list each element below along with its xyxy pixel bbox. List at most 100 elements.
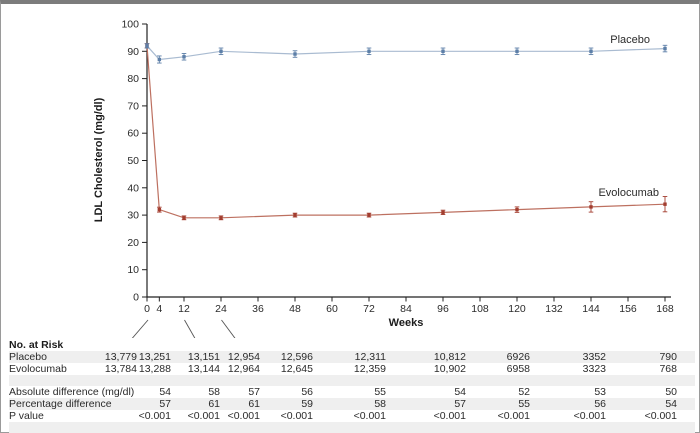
cell: 54 bbox=[159, 386, 171, 398]
placebo-series: Placebo bbox=[144, 34, 668, 64]
svg-text:24: 24 bbox=[215, 303, 227, 315]
cell: 13,784 bbox=[104, 363, 137, 375]
cell: 57 bbox=[137, 398, 171, 410]
risk-table-title-row: No. at Risk bbox=[9, 338, 695, 351]
table-row-absolute-difference: Absolute difference (mg/dl) 54 58 57 56 … bbox=[9, 386, 695, 398]
data-point bbox=[515, 49, 519, 53]
row-label: Placebo bbox=[9, 351, 96, 363]
cell: 59 bbox=[260, 398, 313, 410]
svg-text:156: 156 bbox=[619, 303, 637, 315]
spacer-row bbox=[9, 375, 696, 386]
cell: 57 bbox=[248, 386, 260, 398]
cell: 13,779 bbox=[96, 351, 137, 363]
svg-text:108: 108 bbox=[471, 303, 489, 315]
data-point bbox=[182, 216, 186, 220]
table-callout-lines bbox=[131, 319, 236, 338]
cell: 3323 bbox=[582, 363, 606, 375]
data-point bbox=[145, 44, 149, 48]
spacer-row bbox=[9, 422, 696, 433]
svg-text:40: 40 bbox=[127, 182, 139, 194]
cell: <0.001 bbox=[644, 410, 677, 422]
cell: 58 bbox=[208, 386, 220, 398]
cell: 790 bbox=[606, 351, 677, 363]
data-point bbox=[663, 46, 667, 51]
svg-text:120: 120 bbox=[508, 303, 526, 315]
cell: 12,645 bbox=[280, 363, 313, 375]
cell: 53 bbox=[594, 386, 606, 398]
svg-text:12: 12 bbox=[178, 303, 190, 315]
svg-text:84: 84 bbox=[400, 303, 412, 315]
svg-text:144: 144 bbox=[582, 303, 600, 315]
risk-table-title: No. at Risk bbox=[9, 338, 64, 351]
svg-text:48: 48 bbox=[289, 303, 301, 315]
cell: <0.001 bbox=[433, 410, 466, 422]
cell: 10,812 bbox=[386, 351, 466, 363]
cell-pad bbox=[677, 351, 696, 363]
svg-text:60: 60 bbox=[326, 303, 338, 315]
data-point bbox=[293, 52, 297, 56]
cell: <0.001 bbox=[138, 410, 171, 422]
cell: 56 bbox=[530, 398, 606, 410]
cell: 10,902 bbox=[433, 363, 466, 375]
cell: 55 bbox=[466, 398, 530, 410]
cell: 57 bbox=[386, 398, 466, 410]
svg-text:96: 96 bbox=[437, 303, 449, 315]
cell: 56 bbox=[301, 386, 313, 398]
cell: 6926 bbox=[466, 351, 530, 363]
svg-text:0: 0 bbox=[133, 292, 139, 304]
cell: 61 bbox=[171, 398, 220, 410]
svg-text:70: 70 bbox=[127, 100, 139, 112]
cell: 54 bbox=[606, 398, 677, 410]
data-point bbox=[219, 216, 223, 220]
row-label: P value bbox=[9, 410, 44, 422]
data-point bbox=[441, 49, 445, 53]
cell: <0.001 bbox=[187, 410, 220, 422]
svg-text:100: 100 bbox=[121, 19, 139, 31]
svg-text:4: 4 bbox=[156, 303, 162, 315]
svg-text:72: 72 bbox=[363, 303, 375, 315]
cell-pad bbox=[677, 386, 695, 398]
data-point bbox=[663, 202, 667, 206]
cell bbox=[96, 398, 137, 410]
cell: 3352 bbox=[530, 351, 606, 363]
cell: 12,596 bbox=[260, 351, 313, 363]
cell: 13,151 bbox=[171, 351, 220, 363]
cell: <0.001 bbox=[353, 410, 386, 422]
data-point bbox=[367, 213, 371, 217]
cell: 55 bbox=[374, 386, 386, 398]
cell: 13,144 bbox=[187, 363, 220, 375]
cell-pad bbox=[677, 363, 695, 375]
svg-text:0: 0 bbox=[144, 303, 150, 315]
data-point bbox=[589, 205, 593, 209]
svg-text:168: 168 bbox=[656, 303, 674, 315]
data-point bbox=[441, 210, 445, 215]
row-label: Evolocumab bbox=[9, 363, 67, 375]
cell: 12,964 bbox=[227, 363, 260, 375]
svg-text:10: 10 bbox=[127, 264, 139, 276]
svg-text:90: 90 bbox=[127, 46, 139, 58]
cell-pad bbox=[677, 410, 695, 422]
cell: 52 bbox=[518, 386, 530, 398]
cell: 12,954 bbox=[220, 351, 260, 363]
cell: <0.001 bbox=[497, 410, 530, 422]
svg-text:30: 30 bbox=[127, 210, 139, 222]
cell-pad bbox=[677, 398, 696, 410]
cell: 58 bbox=[313, 398, 386, 410]
data-point bbox=[293, 213, 297, 217]
data-point bbox=[157, 57, 162, 62]
cell: 6958 bbox=[506, 363, 530, 375]
cell: 12,359 bbox=[353, 363, 386, 375]
data-point bbox=[589, 49, 593, 53]
cell: 13,288 bbox=[138, 363, 171, 375]
data-point bbox=[145, 44, 149, 48]
row-label: Absolute difference (mg/dl) bbox=[9, 386, 135, 398]
cell: <0.001 bbox=[573, 410, 606, 422]
cell: 50 bbox=[665, 386, 677, 398]
data-point bbox=[157, 207, 162, 212]
svg-text:36: 36 bbox=[252, 303, 264, 315]
table-row-p-value: P value <0.001 <0.001 <0.001 <0.001 <0.0… bbox=[9, 410, 695, 422]
placebo-series-label: Placebo bbox=[610, 34, 650, 46]
evolocumab-series: Evolocumab bbox=[144, 43, 668, 221]
